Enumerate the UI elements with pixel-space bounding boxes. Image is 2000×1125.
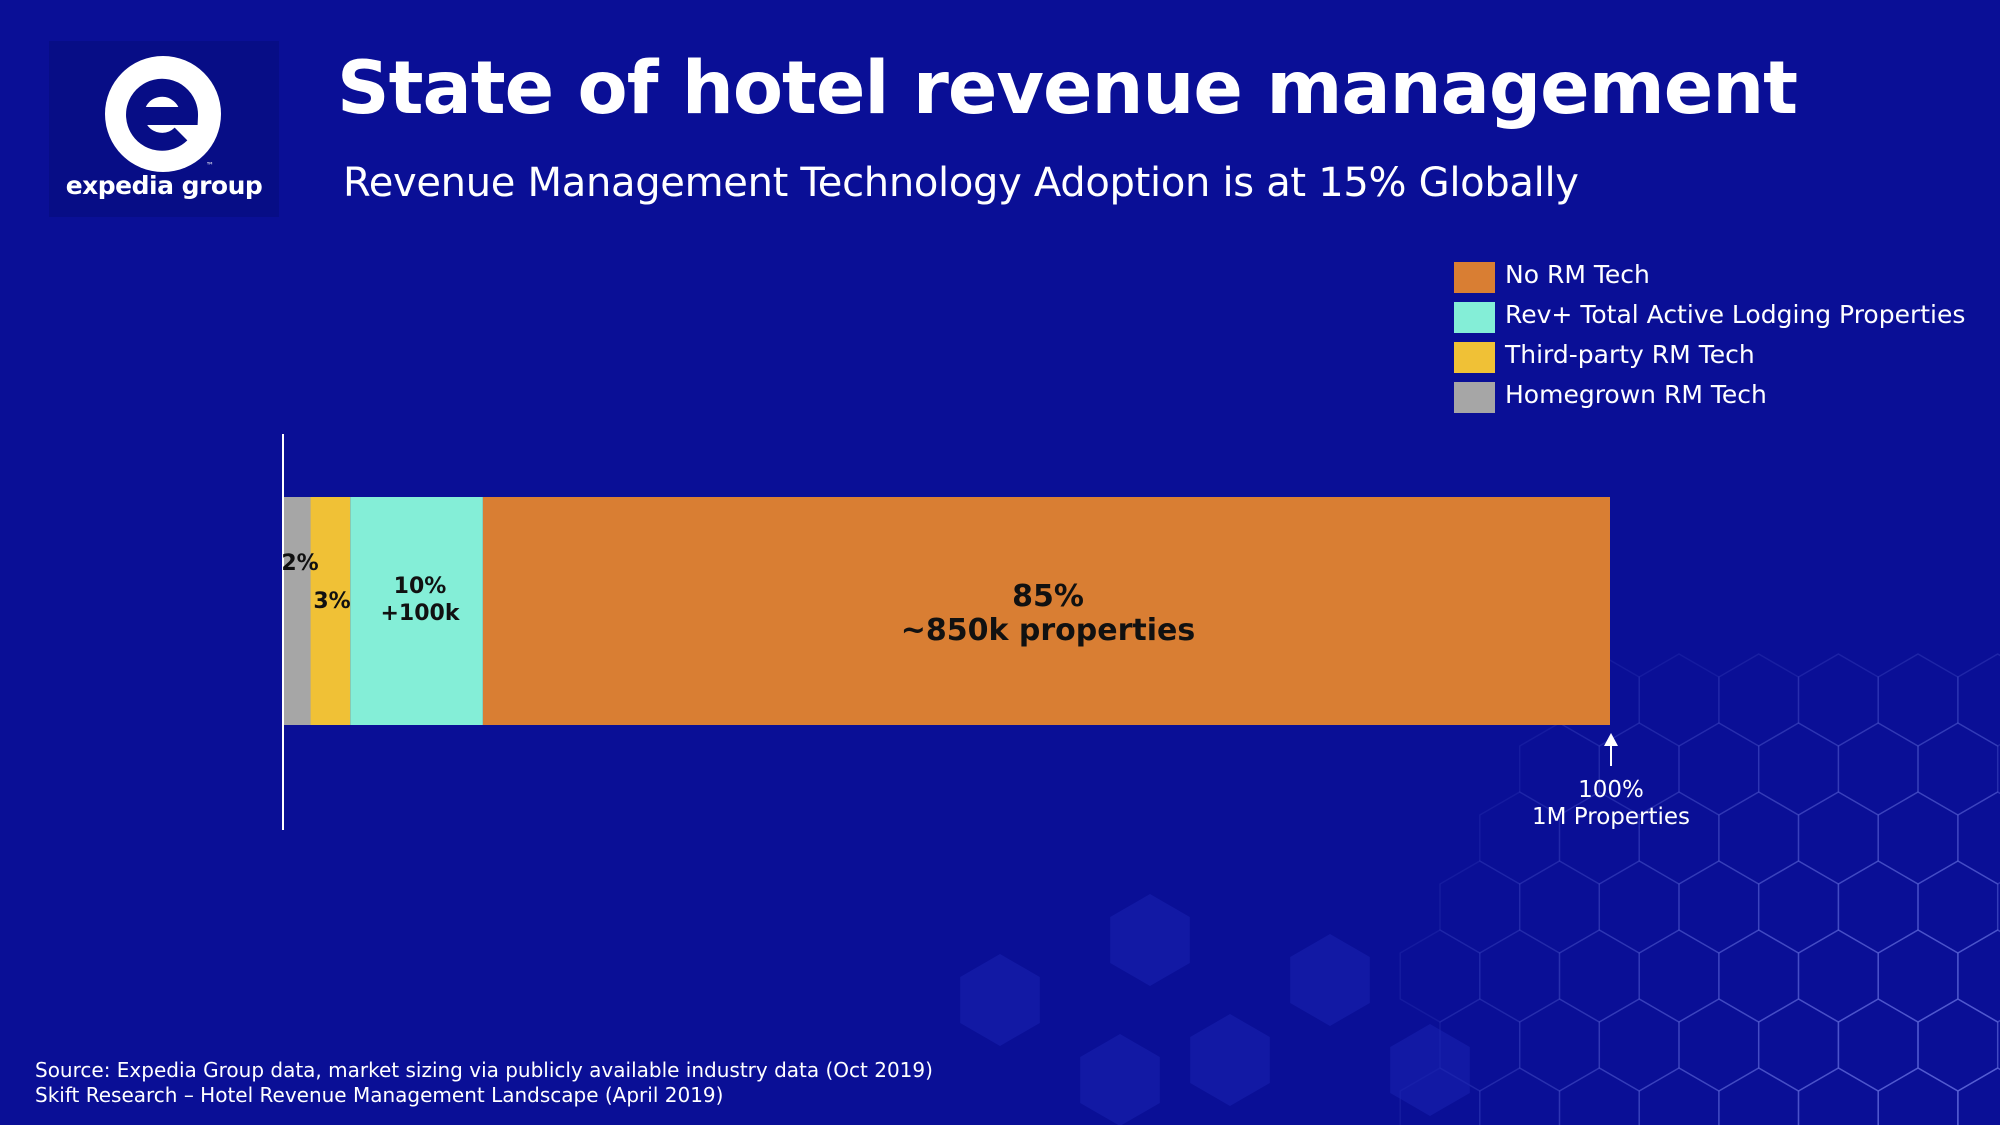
hexagon-filled — [1110, 894, 1190, 986]
hexagon-outline — [1797, 653, 1879, 747]
annotation-label: 100% — [1578, 777, 1644, 803]
hexagon-filled — [1190, 1014, 1270, 1106]
data-label: 10% — [394, 574, 447, 599]
expedia-group-logo: ™ expedia group — [49, 41, 279, 217]
legend-swatch-third-party — [1454, 342, 1495, 373]
hexagon-outline — [1598, 860, 1680, 954]
source-note: Source: Expedia Group data, market sizin… — [35, 1058, 933, 1108]
hexagon-filled — [1390, 1024, 1470, 1116]
hexagon-outline — [1558, 791, 1640, 885]
hexagon-outline — [1678, 860, 1760, 954]
hexagon-outline — [1518, 998, 1601, 1092]
hexagon-outline — [1479, 791, 1561, 885]
data-label: 85% — [1012, 579, 1084, 614]
hexagon-outline — [1757, 722, 1840, 816]
hexagon-outline — [1598, 998, 1680, 1092]
annotation-arrow-head — [1604, 733, 1618, 746]
hexagon-outline — [1718, 791, 1800, 885]
legend-label: Homegrown RM Tech — [1505, 380, 1767, 409]
hexagon-outline — [1558, 929, 1640, 1023]
annotation-label: 1M Properties — [1532, 804, 1690, 830]
hexagon-outline — [1718, 653, 1800, 747]
hexagon-outline — [1638, 929, 1720, 1023]
legend-label: Rev+ Total Active Lodging Properties — [1505, 300, 1966, 329]
hexagon-outline — [1399, 929, 1481, 1023]
hexagon-outline — [1479, 1067, 1561, 1125]
source-line-1: Source: Expedia Group data, market sizin… — [35, 1058, 933, 1082]
hexagon-outline — [1957, 653, 2000, 747]
bar-segment — [284, 497, 311, 725]
data-label: ~850k properties — [901, 613, 1195, 648]
hexagon-filled — [960, 954, 1040, 1046]
data-label: 2% — [281, 551, 318, 576]
legend-swatch-no-rm-tech — [1454, 262, 1495, 293]
hexagon-outline — [1518, 722, 1601, 816]
hexagon-outline — [1439, 860, 1521, 954]
hexagon-outline — [1917, 722, 1999, 816]
source-line-2: Skift Research – Hotel Revenue Managemen… — [35, 1083, 724, 1107]
hexagon-outline — [1877, 653, 1959, 747]
hexagon-outline — [1518, 860, 1601, 954]
expedia-e-icon — [105, 56, 221, 172]
bar-segment — [310, 497, 351, 725]
logo-trademark: ™ — [206, 161, 214, 170]
hexagon-outline — [1797, 791, 1879, 885]
hexagon-filled — [1080, 1034, 1160, 1125]
hexagon-outline — [1678, 722, 1760, 816]
logo-wordmark: expedia group — [65, 171, 263, 200]
legend-label: No RM Tech — [1505, 260, 1650, 289]
page-title: State of hotel revenue management — [337, 46, 1798, 131]
legend-swatch-rev-plus — [1454, 302, 1495, 333]
hexagon-outline — [1837, 722, 1919, 816]
hexagon-outline — [1439, 998, 1521, 1092]
hexagon-outline — [1957, 1067, 2000, 1125]
legend-label: Third-party RM Tech — [1505, 340, 1755, 369]
hexagon-outline — [1558, 1067, 1640, 1125]
hexagon-outline — [1479, 929, 1561, 1023]
data-label: 3% — [313, 589, 350, 614]
hexagon-outline — [1638, 791, 1720, 885]
bar-segment — [482, 497, 1610, 725]
legend-swatch-homegrown — [1454, 382, 1495, 413]
hexagon-outline — [1638, 653, 1720, 747]
page-subtitle: Revenue Management Technology Adoption i… — [343, 160, 1579, 206]
hexagon-outline — [1598, 722, 1680, 816]
hexagon-filled — [1290, 934, 1370, 1026]
bar-segment — [350, 497, 483, 725]
data-label: +100k — [381, 601, 461, 626]
